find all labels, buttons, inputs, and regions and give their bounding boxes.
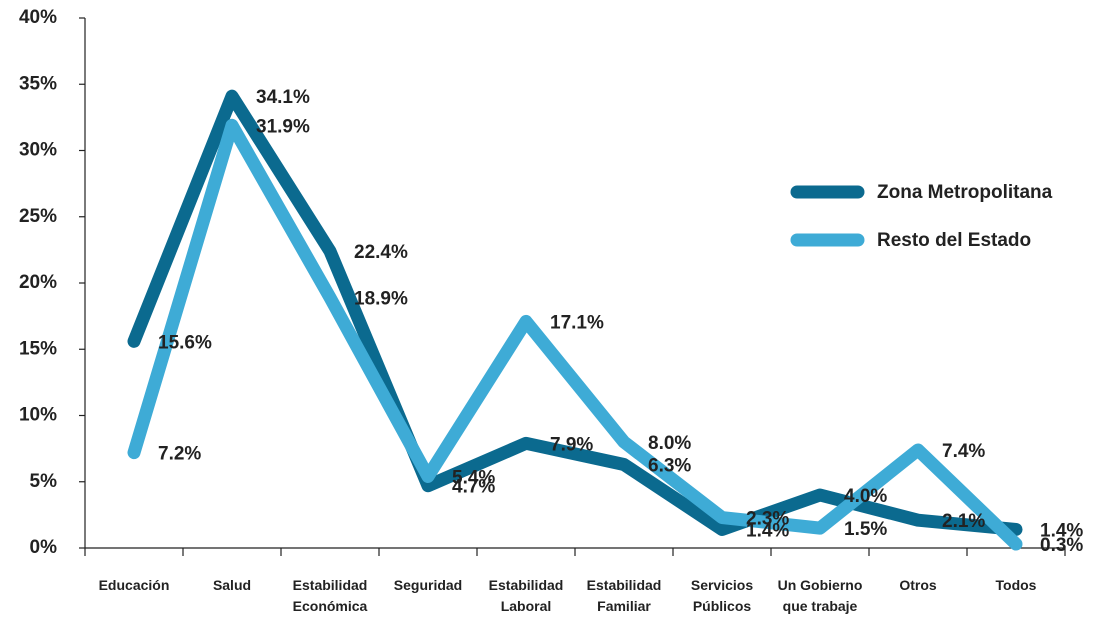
y-tick-label: 0% [30,537,58,558]
y-tick-label: 5% [30,471,58,492]
x-tick-label: Seguridad [394,577,462,593]
data-label: 31.9% [256,116,310,137]
data-label: 1.4% [746,520,789,541]
data-label: 0.3% [1040,535,1083,556]
line [127,118,1023,551]
y-tick-label: 10% [19,405,57,426]
data-label: 4.7% [452,477,495,498]
y-tick-label: 15% [19,338,57,359]
data-label: 7.9% [550,434,593,455]
x-tick-label: Salud [213,577,251,593]
legend-label: Zona Metropolitana [877,182,1053,203]
data-label: 1.4% [1040,520,1083,541]
data-label: 7.2% [158,444,201,465]
y-tick-label: 20% [19,272,57,293]
y-tick-label: 35% [19,73,57,94]
data-label: 6.3% [648,456,691,477]
x-tick-label: Todos [996,577,1037,593]
data-label: 4.0% [844,486,887,507]
data-label: 17.1% [550,312,604,333]
data-label: 1.5% [844,519,887,540]
x-tick-label: Servicios Públicos [691,577,753,614]
x-tick-label: Un Gobierno que trabaje [778,577,863,614]
data-label: 34.1% [256,87,310,108]
x-tick-label: Estabilidad Familiar [587,577,662,614]
legend-label: Resto del Estado [877,230,1031,251]
data-label: 18.9% [354,289,408,310]
data-label: 7.4% [942,441,985,462]
y-tick-label: 30% [19,140,57,161]
x-tick-label: Educación [99,577,170,593]
line [127,89,1023,536]
data-label: 2.1% [942,511,985,532]
data-label: 8.0% [648,433,691,454]
y-tick-label: 40% [19,7,57,28]
x-tick-label: Otros [899,577,937,593]
data-label: 2.3% [746,509,789,530]
data-label: 22.4% [354,242,408,263]
data-label: 15.6% [158,332,212,353]
x-tick-label: Estabilidad Económica [293,577,368,614]
data-label: 5.4% [452,467,495,488]
x-tick-label: Estabilidad Laboral [489,577,564,614]
y-tick-label: 25% [19,206,57,227]
